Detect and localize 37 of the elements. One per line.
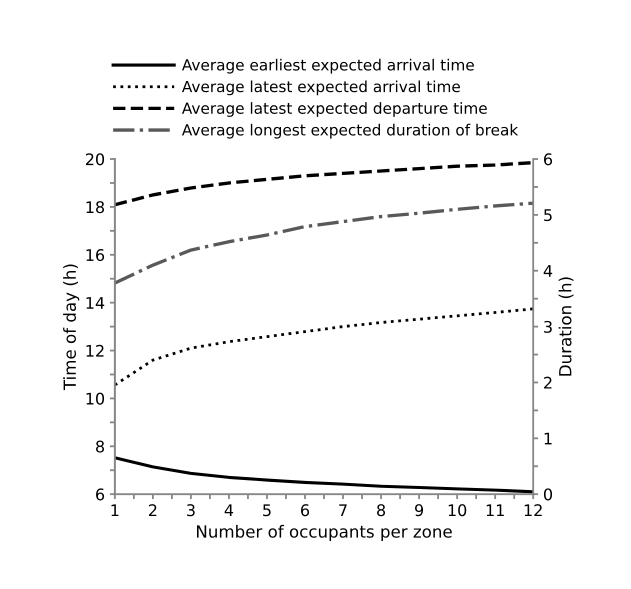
x-tick-label: 7: [339, 504, 347, 516]
x-tick-label: 11: [486, 504, 504, 516]
legend-label: Average latest expected departure time: [182, 102, 487, 117]
line-series: [114, 201, 534, 285]
y-tick-label: 18: [86, 201, 104, 214]
x-tick-label: 5: [263, 504, 271, 516]
y-tick-label: 8: [96, 440, 104, 453]
line-series: [114, 307, 534, 386]
x-tick-label: 12: [524, 504, 542, 516]
y-tick-label: 10: [86, 392, 104, 405]
line-series: [114, 160, 534, 206]
y2-tick-label: 6: [544, 153, 552, 166]
y-tick-label: 20: [86, 153, 104, 166]
legend-label: Average latest expected arrival time: [182, 80, 460, 96]
y2-axis-title: Duration (h): [558, 277, 574, 376]
y2-tick-label: 3: [544, 320, 552, 333]
y-tick-label: 16: [86, 249, 104, 262]
x-tick-label: 8: [377, 504, 386, 516]
y-tick-label: 14: [86, 297, 104, 309]
legend-label: Average earliest expected arrival time: [182, 58, 474, 74]
x-tick-label: 3: [187, 504, 195, 516]
y2-tick-label: 5: [544, 209, 552, 222]
y2-tick-label: 4: [544, 265, 552, 277]
x-tick-label: 9: [415, 504, 424, 516]
legend-label: Average longest expected duration of break: [182, 124, 518, 139]
y2-tick-label: 2: [544, 376, 552, 389]
y2-tick-label: 1: [544, 432, 552, 444]
y2-tick-label: 0: [544, 488, 552, 500]
y-tick-label: 12: [86, 344, 104, 357]
y-axis-title: Time of day (h): [63, 264, 80, 390]
y-tick-label: 6: [96, 488, 104, 500]
x-tick-label: 2: [148, 504, 156, 516]
x-tick-label: 1: [112, 504, 118, 516]
x-tick-label: 4: [224, 504, 234, 516]
x-axis-title: Number of occupants per zone: [196, 524, 452, 542]
x-tick-label: 6: [301, 504, 310, 516]
x-tick-label: 10: [448, 504, 466, 516]
